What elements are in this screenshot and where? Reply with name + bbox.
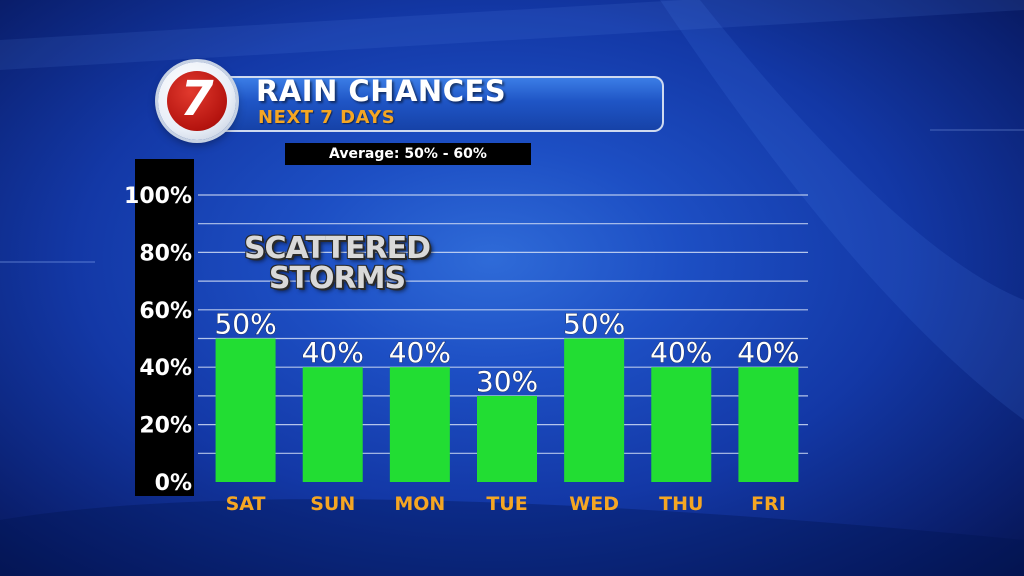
title-banner (224, 76, 664, 132)
chart-title: RAIN CHANCES (256, 74, 507, 108)
y-axis-panel (135, 159, 194, 496)
bar-sun (302, 367, 363, 482)
annotation-line-1: SCATTERED (243, 231, 431, 266)
y-tick-label: 80% (139, 241, 192, 266)
x-tick-label: THU (659, 493, 703, 515)
average-label: Average: 50% - 60% (285, 143, 531, 165)
y-tick-label: 60% (139, 299, 192, 324)
bar-tue (477, 395, 537, 482)
scattered-storms-annotation: SCATTERED STORMS (232, 234, 442, 294)
bar-value-label: 30% (476, 365, 538, 398)
bar-fri (738, 367, 799, 482)
bar-value-label: 50% (563, 308, 625, 341)
y-tick-label: 100% (124, 184, 192, 209)
y-tick-label: 20% (139, 414, 192, 439)
x-tick-label: FRI (751, 493, 786, 515)
bar-value-label: 40% (737, 336, 799, 369)
y-tick-label: 0% (155, 471, 192, 496)
x-tick-label: SUN (310, 493, 355, 515)
bar-thu (651, 367, 712, 482)
bar-mon (389, 367, 450, 482)
y-tick-label: 40% (139, 356, 192, 381)
bar-wed (564, 338, 625, 482)
chart-subtitle: NEXT 7 DAYS (258, 107, 396, 128)
x-tick-label: MON (394, 493, 445, 515)
station-logo-icon: 7 (158, 62, 236, 140)
bar-value-label: 40% (389, 336, 451, 369)
bar-value-label: 40% (650, 336, 712, 369)
bar-sat (215, 338, 276, 482)
x-tick-label: TUE (486, 493, 527, 515)
bar-value-label: 40% (302, 336, 364, 369)
bar-value-label: 50% (214, 308, 276, 341)
x-tick-label: WED (569, 493, 619, 515)
annotation-line-2: STORMS (268, 261, 406, 296)
logo-number: 7 (180, 71, 214, 127)
x-tick-label: SAT (226, 493, 266, 515)
